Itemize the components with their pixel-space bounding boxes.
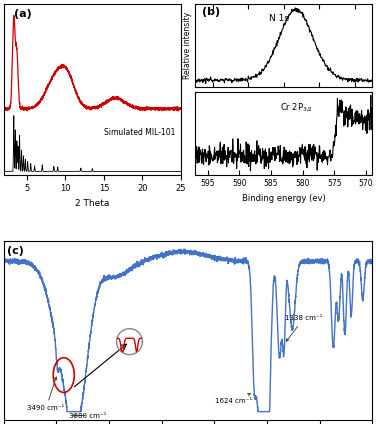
Text: 1338 cm⁻¹: 1338 cm⁻¹ [285, 315, 323, 341]
Text: Cr 2P$_{3/2}$: Cr 2P$_{3/2}$ [280, 101, 313, 114]
Text: 3490 cm⁻¹: 3490 cm⁻¹ [27, 377, 65, 411]
Text: (c): (c) [8, 246, 24, 256]
Text: N 1s: N 1s [270, 14, 290, 23]
X-axis label: Binding energy (ev): Binding energy (ev) [242, 194, 326, 203]
X-axis label: 2 Theta: 2 Theta [75, 199, 109, 208]
Text: (b): (b) [202, 7, 220, 17]
Text: (a): (a) [14, 9, 32, 20]
Text: 1624 cm⁻¹: 1624 cm⁻¹ [215, 393, 252, 404]
Text: 3380 cm⁻¹: 3380 cm⁻¹ [69, 413, 107, 418]
Y-axis label: Relative intensity: Relative intensity [183, 12, 192, 79]
Text: Simulated MIL-101: Simulated MIL-101 [104, 128, 176, 137]
